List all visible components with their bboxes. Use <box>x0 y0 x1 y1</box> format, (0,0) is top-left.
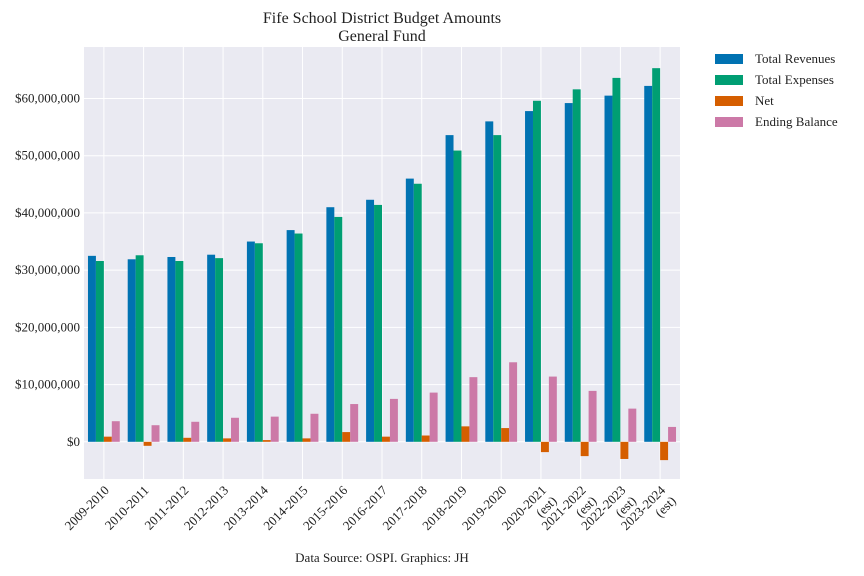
legend-label: Total Expenses <box>755 72 834 87</box>
bar <box>572 89 581 442</box>
bar <box>532 100 541 442</box>
bar <box>453 150 462 442</box>
bar <box>620 441 629 459</box>
bar <box>254 243 263 442</box>
bar <box>111 421 120 442</box>
legend-swatch <box>715 96 743 106</box>
legend: Total Revenues Total Expenses Net Ending Ba… <box>715 51 838 129</box>
y-tick-label: $0 <box>67 434 80 449</box>
bar <box>175 260 184 442</box>
bar <box>612 77 621 442</box>
chart-caption: Data Source: OSPI. Graphics: JH <box>295 550 469 565</box>
bar <box>183 437 192 442</box>
bar <box>103 436 112 442</box>
bar <box>151 425 160 442</box>
bar <box>564 103 573 442</box>
bar <box>429 392 438 442</box>
bar <box>191 421 200 442</box>
series-total-revenues <box>87 85 653 442</box>
x-axis-ticks: 2009-20102010-20112011-20122012-20132013… <box>62 482 679 543</box>
bar <box>302 438 311 442</box>
bar <box>366 199 375 442</box>
bar <box>501 428 510 442</box>
y-tick-label: $40,000,000 <box>15 205 80 220</box>
bar <box>95 260 104 442</box>
bar <box>493 135 502 442</box>
bar <box>262 440 271 442</box>
bar <box>580 441 589 457</box>
x-tick-label: 2023-2024(est) <box>618 482 679 543</box>
bar <box>207 254 216 442</box>
bar <box>413 183 422 442</box>
bar <box>231 417 239 442</box>
series-total-expenses <box>95 68 661 442</box>
bar <box>143 441 152 446</box>
bar <box>350 404 359 442</box>
bar <box>342 432 351 442</box>
legend-label: Ending Balance <box>755 114 838 129</box>
y-tick-label: $30,000,000 <box>15 262 80 277</box>
bar <box>310 413 319 442</box>
series-ending-balance <box>111 362 677 442</box>
chart-subtitle: General Fund <box>338 28 426 45</box>
bar <box>215 258 224 442</box>
bars <box>87 68 677 461</box>
y-axis-ticks: $0 $10,000,000 $20,000,000 $30,000,000 $40,0… <box>15 90 80 448</box>
y-tick-label: $50,000,000 <box>15 148 80 163</box>
bar <box>405 178 414 442</box>
series-net <box>103 426 669 461</box>
bar <box>127 259 136 442</box>
legend-label: Total Revenues <box>755 51 835 66</box>
bar <box>223 438 232 442</box>
bar <box>660 441 669 461</box>
bar <box>461 426 470 442</box>
bar <box>469 377 478 442</box>
bar <box>389 398 398 442</box>
bar <box>525 111 533 442</box>
legend-label: Net <box>755 93 774 108</box>
bar <box>644 85 653 442</box>
bar <box>246 241 255 442</box>
bar <box>382 436 390 442</box>
bar <box>286 230 295 442</box>
bar <box>421 435 430 442</box>
bar <box>668 426 677 442</box>
legend-swatch <box>715 54 743 64</box>
bar <box>652 68 661 442</box>
bar <box>445 135 454 442</box>
bar <box>604 95 613 442</box>
bar <box>588 390 597 442</box>
bar <box>326 207 335 442</box>
bar <box>548 376 557 442</box>
bar <box>135 255 144 442</box>
bar <box>509 362 518 442</box>
bar <box>87 255 96 442</box>
bar <box>167 256 176 442</box>
bar <box>540 441 549 453</box>
bar <box>628 408 637 442</box>
bar <box>334 216 343 442</box>
bar <box>374 204 382 442</box>
legend-swatch <box>715 117 743 127</box>
y-tick-label: $60,000,000 <box>15 90 80 105</box>
y-tick-label: $10,000,000 <box>15 377 80 392</box>
bar <box>294 233 303 442</box>
bar <box>270 416 279 442</box>
y-tick-label: $20,000,000 <box>15 319 80 334</box>
chart-title: Fife School District Budget Amounts <box>263 10 501 27</box>
legend-swatch <box>715 75 743 85</box>
bar <box>485 121 494 442</box>
